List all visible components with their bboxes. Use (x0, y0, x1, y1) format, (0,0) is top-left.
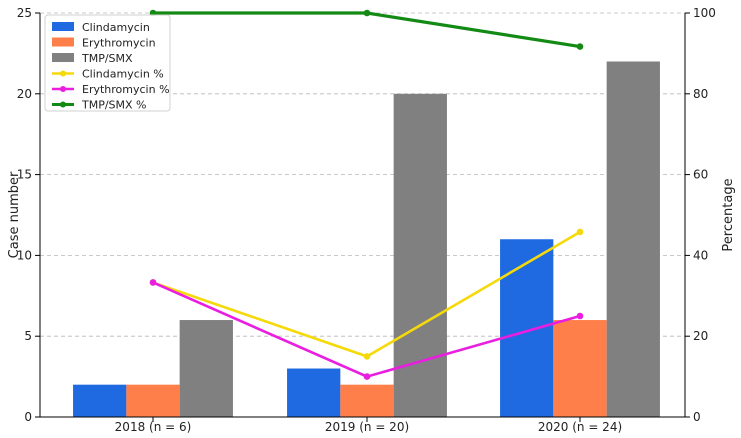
y-axis-title-left: Case number (7, 171, 22, 258)
bar-clindamycin (73, 384, 127, 417)
legend-label: Erythromycin % (82, 83, 170, 96)
legend-label: TMP/SMX (81, 52, 133, 65)
bar-erythromycin (553, 320, 607, 417)
legend-label: TMP/SMX % (81, 99, 147, 112)
y-tick-label-left: 0 (24, 410, 32, 424)
y-tick-label-right: 20 (693, 329, 708, 343)
y-tick-label-left: 15 (17, 168, 32, 182)
y-tick-label-left: 10 (17, 248, 32, 262)
y-tick-label-left: 20 (17, 87, 32, 101)
bar-tmp-smx (606, 61, 660, 417)
y-tick-label-right: 80 (693, 87, 708, 101)
line-series (149, 9, 584, 380)
legend-swatch (52, 37, 74, 47)
point-tmp-smx (576, 43, 584, 50)
point-erythromycin (576, 312, 584, 320)
legend-label: Erythromycin (82, 37, 156, 50)
legend-marker (60, 101, 66, 108)
line-tmp-smx (153, 11, 581, 49)
bar-erythromycin (340, 384, 394, 417)
y-axis-title-right: Percentage (721, 178, 736, 251)
bar-series (73, 61, 660, 418)
legend-marker (60, 70, 66, 77)
legend-swatch (52, 53, 74, 62)
legend-swatch (52, 22, 74, 31)
point-tmp-smx (363, 9, 371, 17)
bar-clindamycin (287, 368, 341, 417)
y-tick-label-left: 5 (24, 329, 32, 343)
y-tick-label-right: 100 (693, 6, 716, 20)
legend-box (44, 14, 171, 112)
y-tick-label-right: 40 (693, 248, 708, 262)
x-tick-label: 2018 (n = 6) (115, 420, 192, 434)
bar-clindamycin (500, 239, 554, 417)
axes: 0 5 10 15 20 25 0 20 40 60 80 100 2018 (n = 6) 2019 (… (17, 6, 716, 434)
legend-label: Clindamycin (82, 21, 150, 34)
legend: Clindamycin Erythromycin TMP/SMX Clindamyci… (44, 14, 171, 112)
legend-marker (60, 86, 66, 92)
legend-label: Clindamycin % (82, 68, 164, 81)
point-clindamycin (363, 353, 371, 360)
point-erythromycin (149, 279, 157, 286)
bar-tmp-smx (393, 93, 447, 418)
point-clindamycin (576, 228, 584, 236)
y-tick-label-left: 25 (17, 6, 32, 20)
x-tick-label: 2019 (n = 20) (325, 420, 409, 434)
bar-tmp-smx (179, 320, 233, 417)
bar-erythromycin (126, 384, 180, 417)
x-tick-label: 2020 (n = 24) (538, 420, 622, 434)
y-tick-label-right: 60 (693, 168, 708, 182)
point-erythromycin (363, 373, 371, 380)
y-tick-label-right: 0 (693, 410, 701, 424)
